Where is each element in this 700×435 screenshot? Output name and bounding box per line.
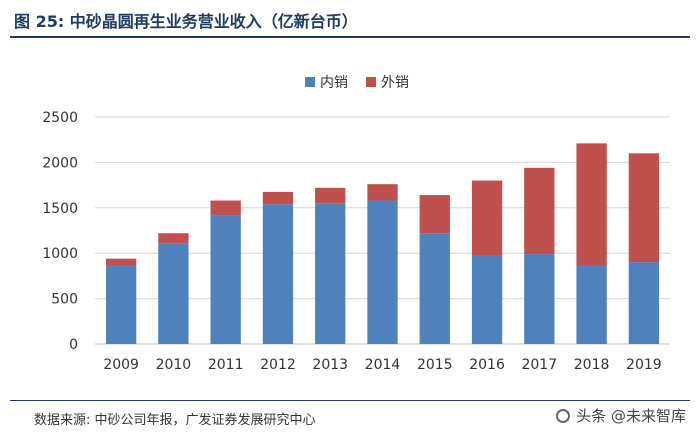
bar-domestic-2013 (315, 203, 346, 344)
x-tick-label: 2017 (521, 357, 557, 373)
bar-export-2009 (105, 258, 137, 266)
bar-export-2012 (262, 191, 294, 205)
bar-export-2017 (524, 167, 555, 255)
legend-label-domestic: 内销 (320, 75, 348, 91)
x-tick-label: 2015 (417, 357, 453, 373)
bar-export-2011 (210, 200, 241, 216)
legend-item-domestic: 内销 (305, 72, 348, 92)
x-tick-label: 2019 (626, 357, 662, 373)
y-tick-label: 500 (51, 292, 78, 308)
x-tick-label: 2016 (469, 357, 505, 373)
legend-item-export: 外销 (366, 72, 409, 92)
x-tick-label: 2010 (156, 357, 192, 373)
title-divider (10, 36, 690, 38)
legend-label-export: 外销 (381, 75, 409, 91)
bar-export-2014 (367, 184, 398, 201)
bar-domestic-2010 (158, 243, 189, 344)
x-tick-label: 2014 (365, 357, 401, 373)
bar-domestic-2012 (262, 204, 294, 344)
bar-domestic-2019 (628, 262, 660, 344)
bar-export-2013 (315, 187, 346, 204)
bar-export-2019 (628, 153, 660, 263)
y-tick-label: 2500 (42, 110, 78, 126)
x-tick-label: 2018 (574, 357, 610, 373)
bar-export-2016 (471, 180, 503, 256)
bar-domestic-2014 (367, 200, 398, 344)
chart-title: 图 25: 中砂晶圆再生业务营业收入（亿新台币） (14, 12, 358, 31)
bar-domestic-2009 (105, 265, 137, 344)
y-tick-label: 1500 (42, 201, 78, 217)
watermark-text: 头条 @未来智库 (576, 407, 686, 425)
y-tick-label: 2000 (42, 155, 78, 171)
bar-domestic-2016 (471, 255, 503, 344)
bar-domestic-2017 (524, 254, 555, 344)
legend: 内销 外销 (305, 72, 427, 92)
bar-export-2010 (158, 233, 189, 244)
y-tick-label: 1000 (42, 246, 78, 262)
watermark-icon (556, 408, 571, 423)
source-divider (10, 400, 690, 401)
legend-swatch-domestic (305, 77, 315, 87)
bar-domestic-2015 (419, 233, 450, 344)
x-tick-label: 2013 (312, 357, 348, 373)
bar-domestic-2018 (576, 265, 607, 344)
legend-swatch-export (366, 77, 376, 87)
x-tick-label: 2009 (103, 357, 139, 373)
bar-domestic-2011 (210, 215, 241, 344)
y-tick-label: 0 (69, 337, 78, 353)
x-tick-label: 2012 (260, 357, 296, 373)
bar-export-2018 (576, 143, 607, 266)
x-tick-label: 2011 (208, 357, 244, 373)
source-note: 数据来源: 中砂公司年报，广发证券发展研究中心 (34, 413, 316, 428)
watermark: 头条 @未来智库 (556, 405, 686, 426)
bar-export-2015 (419, 195, 450, 234)
